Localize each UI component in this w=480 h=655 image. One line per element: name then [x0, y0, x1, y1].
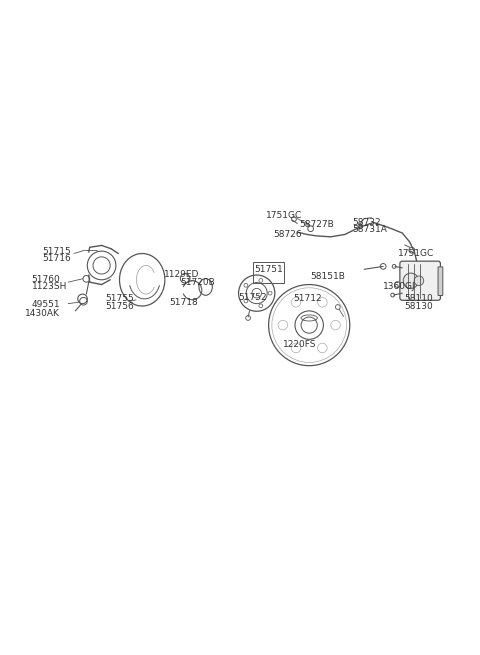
Circle shape — [414, 276, 424, 286]
Text: 58130: 58130 — [405, 301, 433, 310]
Text: 51712: 51712 — [293, 294, 322, 303]
Text: 51751: 51751 — [254, 265, 283, 274]
Text: 51716: 51716 — [42, 253, 71, 263]
Text: 51752: 51752 — [239, 293, 267, 302]
Text: 51718: 51718 — [169, 298, 198, 307]
Circle shape — [403, 273, 419, 288]
Text: 51760: 51760 — [32, 275, 60, 284]
Text: 51720B: 51720B — [180, 278, 215, 287]
Text: 1751GC: 1751GC — [266, 211, 302, 220]
Text: 1360GJ: 1360GJ — [383, 282, 416, 291]
Text: 58110: 58110 — [405, 294, 433, 303]
Text: 1123SH: 1123SH — [32, 282, 67, 291]
Text: 1220FS: 1220FS — [283, 340, 316, 348]
Text: 49551: 49551 — [32, 300, 60, 309]
Text: 51756: 51756 — [106, 301, 134, 310]
Text: 58151B: 58151B — [311, 272, 346, 281]
FancyBboxPatch shape — [400, 261, 441, 300]
Text: 58732: 58732 — [352, 218, 381, 227]
Text: 1430AK: 1430AK — [25, 309, 60, 318]
Text: 58726: 58726 — [274, 230, 302, 239]
Text: 51755: 51755 — [106, 294, 134, 303]
FancyBboxPatch shape — [438, 267, 443, 295]
Text: 51715: 51715 — [42, 247, 71, 255]
Text: 1129ED: 1129ED — [164, 270, 199, 278]
Text: 58731A: 58731A — [352, 225, 387, 234]
Text: 1751GC: 1751GC — [397, 249, 434, 258]
Text: 58727B: 58727B — [300, 220, 335, 229]
